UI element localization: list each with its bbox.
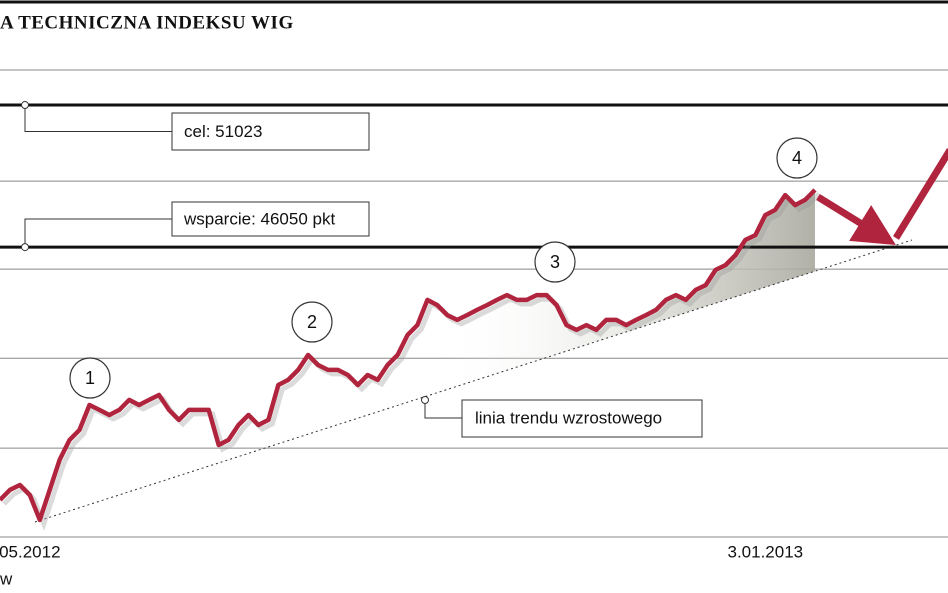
trend-connector (424, 400, 462, 419)
shadow-line (2, 192, 821, 532)
forecast-arrow-up (893, 148, 948, 240)
marker-label: 1 (85, 368, 95, 388)
level-box (171, 201, 370, 237)
marker-circle (776, 137, 818, 179)
source: w (0, 569, 13, 588)
level-connector (24, 218, 172, 248)
marker-circle (534, 241, 576, 283)
level-connector (24, 105, 172, 132)
level-dot (21, 243, 29, 252)
level-label: wsparcie: 46050 pkt (183, 209, 335, 228)
x-tick-label: 05.2012 (0, 542, 61, 561)
trend-dot (421, 396, 429, 404)
trend-label: linia trendu wzrostowego (475, 408, 662, 427)
index-line (0, 188, 817, 523)
marker-circle (291, 301, 333, 343)
forecast-arrow-down (816, 194, 896, 246)
x-tick-label: 3.01.2013 (727, 542, 803, 561)
chart-title: A TECHNICZNA INDEKSU WIG (0, 12, 294, 33)
level-box (171, 112, 370, 151)
trend-line (34, 239, 913, 523)
trend-box (461, 399, 703, 438)
level-label: cel: 51023 (184, 122, 262, 141)
level-dot (21, 101, 29, 110)
marker-label: 2 (307, 312, 317, 332)
marker-label: 4 (792, 148, 802, 168)
marker-circle (69, 357, 111, 399)
marker-label: 3 (550, 252, 560, 272)
shade-area (437, 189, 815, 393)
